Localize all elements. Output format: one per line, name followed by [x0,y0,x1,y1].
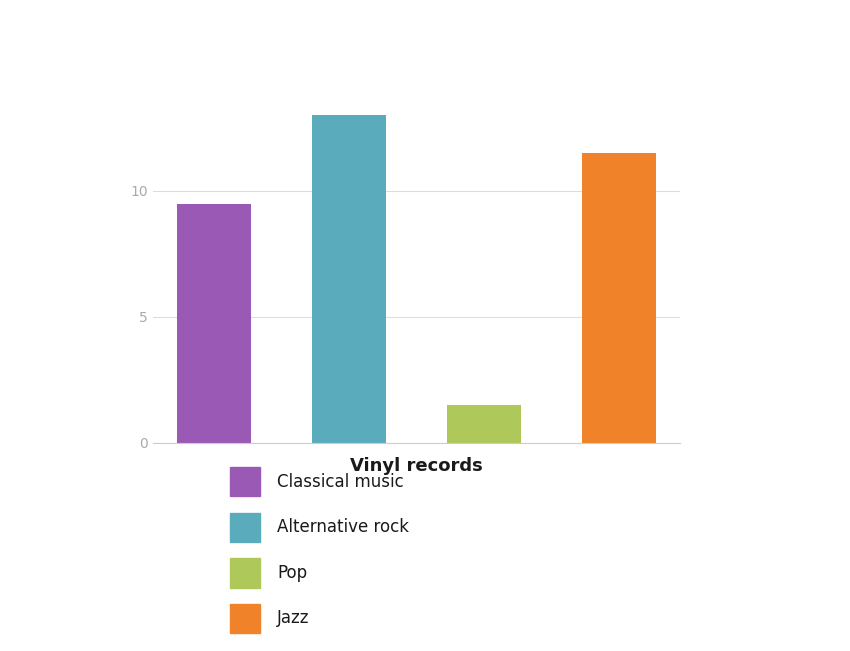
Text: Alternative rock: Alternative rock [277,518,409,536]
Bar [177,204,252,443]
Text: Jazz: Jazz [277,609,309,628]
Bar [312,115,386,443]
Text: Pop: Pop [277,564,307,582]
Bar [447,405,521,443]
Bar [581,153,656,443]
X-axis label: Vinyl records: Vinyl records [350,456,483,475]
Text: Classical music: Classical music [277,473,404,491]
